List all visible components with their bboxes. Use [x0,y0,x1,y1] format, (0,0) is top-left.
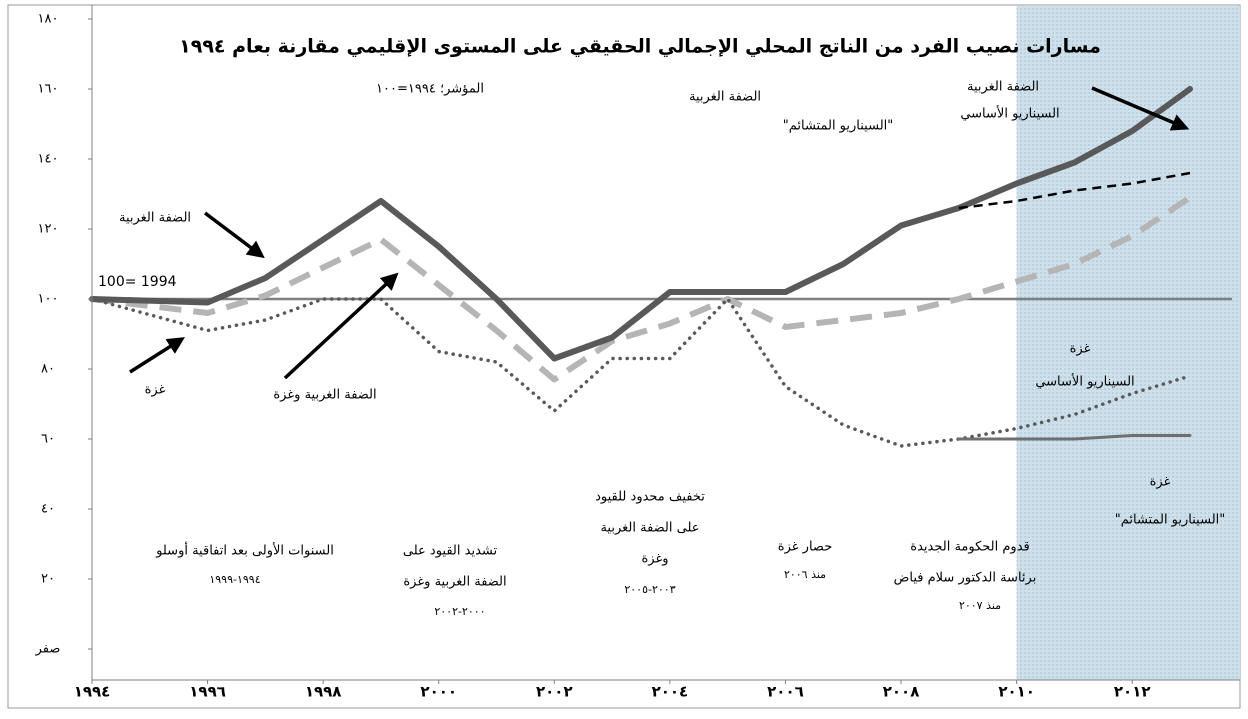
y-tick-label: ٨٠ [41,362,55,377]
annotation: حصار غزة [778,540,832,555]
x-tick-label: ٢٠٠٦ [767,683,804,701]
annotation: "السيناريو المتشائم" [783,119,894,134]
arrows [129,86,1190,380]
annotation: منذ ٢٠٠٦ [784,568,826,581]
annotation: تخفيف محدود للقيود [595,490,705,505]
annotation: قدوم الحكومة الجديدة [910,540,1029,555]
x-tick-label: ٢٠٠٠ [420,683,457,701]
series-line [91,195,1192,383]
x-tick-label: ١٩٩٤ [74,683,111,701]
y-tick-label: ١٠٠ [38,292,59,307]
y-tick-label: ١٦٠ [38,82,59,97]
annotation: غزة [1150,475,1171,490]
annotation: السيناريو الأساسي [960,105,1059,122]
series-line [957,434,1192,441]
y-tick-label: ١٤٠ [38,152,59,167]
annotation: وغزة [641,552,668,567]
y-tick-label: ١٢٠ [38,222,59,237]
x-tick-label: ٢٠١٠ [998,683,1035,701]
x-tick-label: ٢٠٠٨ [883,683,920,701]
reference-label: 100= 1994 [98,274,177,290]
chart-subtitle: المؤشر؛ ١٩٩٤=١٠٠ [376,82,484,97]
y-tick-label: ٢٠ [41,572,55,587]
series-line [958,171,1191,210]
annotation: الضفة الغربية وغزة [273,388,376,403]
x-tick-label: ٢٠١٢ [1114,683,1151,701]
forecast-shade-pattern [1016,6,1240,680]
annotation: السنوات الأولى بعد اتفاقية أوسلو [155,542,334,559]
x-tick-label: ١٩٩٨ [305,683,342,701]
x-tick-label: ١٩٩٦ [189,683,226,701]
arrow [203,211,265,259]
annotation: ١٩٩٤-١٩٩٩ [209,573,260,586]
y-tick-label: ٦٠ [41,432,55,447]
chart-title: مسارات نصيب الفرد من الناتج المحلي الإجم… [179,36,1101,58]
annotation: الضفة الغربية [119,211,191,226]
y-tick-label: ٤٠ [41,502,55,517]
annotation: ٢٠٠٠-٢٠٠٢ [434,605,485,618]
annotation: غزة [145,383,166,398]
shade-layer [1016,6,1240,680]
annotation: تشديد القيود على [403,544,498,559]
lines-layer [89,86,1232,448]
series-line [89,86,1193,362]
y-tick-label: ١٨٠ [38,12,59,27]
annotation: الضفة الغربية [689,90,761,105]
arrow [283,272,399,380]
annotation: "السيناريو المتشائم" [1115,513,1226,528]
arrow [129,337,185,374]
annotation: الضفة الغربية [967,80,1039,95]
annotation: برئاسة الدكتور سلام فياض [894,571,1037,586]
y-tick-label: صفر [35,642,61,657]
arrow [1091,86,1190,131]
annotation: السيناريو الأساسي [1035,373,1134,390]
x-tick-label: ٢٠٠٢ [536,683,573,701]
annotation: ٢٠٠٣-٢٠٠٥ [624,583,675,596]
annotation: على الضفة الغربية [600,521,699,536]
annotation: غزة [1070,342,1091,357]
x-tick-label: ٢٠٠٤ [652,683,689,701]
annotation: الضفة الغربية وغزة [403,575,506,590]
annotation: منذ ٢٠٠٧ [959,599,1001,612]
series-line [90,297,1192,448]
